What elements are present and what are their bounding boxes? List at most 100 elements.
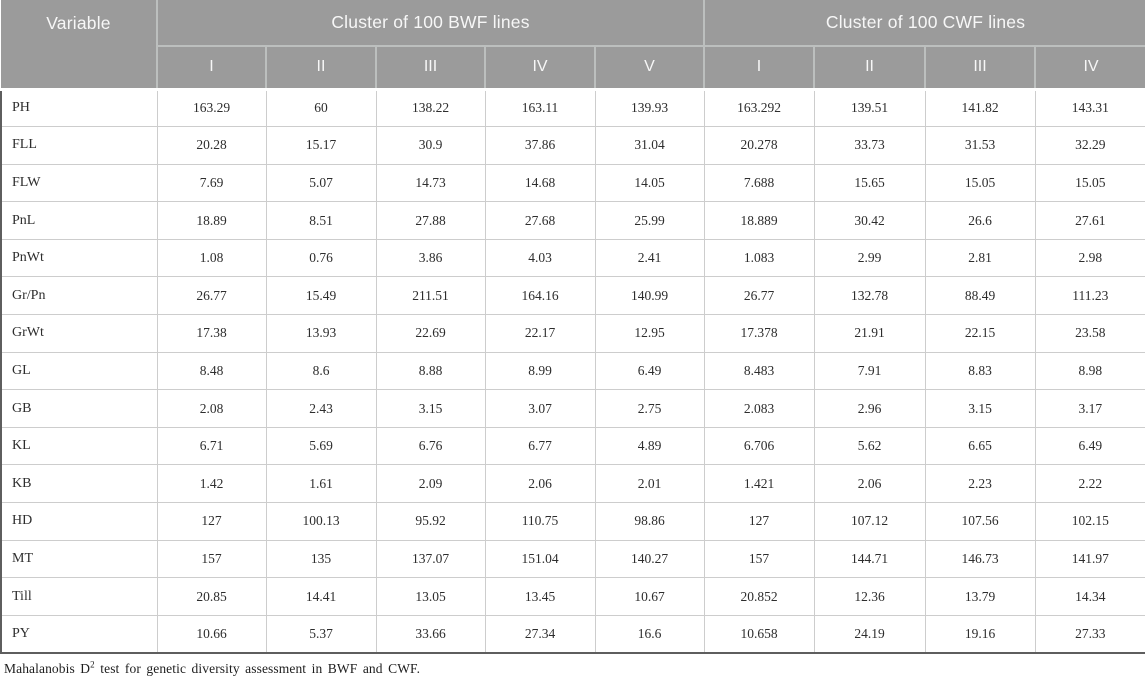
value-cell-bwf: 27.68 [484,201,596,240]
table-row: PnWt 1.08 0.76 3.86 4.03 2.41 1.083 2.99 2.81 2.9… [0,238,1145,278]
group-header-row: Variable Cluster of 100 BWF lines Cluste… [1,0,1145,91]
variable-header-cell: Variable [1,0,158,91]
table-row: FLW 7.69 5.07 14.73 14.68 14.05 7.688 15.65 15.0… [0,163,1145,203]
table-row: PY 10.66 5.37 33.66 27.34 16.6 10.658 24.19 19.1… [0,614,1145,654]
subcol-header-bwf-5: V [595,46,706,91]
value-cell-bwf: 33.66 [375,614,486,654]
value-cell-bwf: 1.08 [156,238,267,278]
value-cell-cwf: 33.73 [813,126,926,165]
value-cell-cwf: 141.97 [1034,539,1145,579]
subcol-header-cwf-4: IV [1035,46,1145,91]
value-cell-cwf: 26.77 [703,276,815,316]
value-cell-cwf: 27.33 [1034,614,1145,654]
value-cell-bwf: 8.6 [265,351,377,391]
value-cell-cwf: 27.61 [1034,201,1145,240]
value-cell-bwf: 135 [265,539,377,579]
value-cell-cwf: 7.688 [703,163,815,203]
value-cell-cwf: 139.51 [813,88,926,128]
value-cell-cwf: 26.6 [924,201,1036,240]
value-cell-bwf: 100.13 [265,502,377,541]
value-cell-cwf: 21.91 [813,314,926,353]
value-cell-bwf: 2.09 [375,464,486,504]
value-cell-bwf: 98.86 [594,502,705,541]
value-cell-bwf: 5.37 [265,614,377,654]
value-cell-bwf: 163.11 [484,88,596,128]
value-cell-bwf: 6.76 [375,426,486,466]
value-cell-bwf: 3.15 [375,389,486,428]
subcol-header-cwf-2: II [814,46,927,91]
value-cell-cwf: 132.78 [813,276,926,316]
value-cell-bwf: 139.93 [594,88,705,128]
value-cell-bwf: 22.17 [484,314,596,353]
value-cell-cwf: 32.29 [1034,126,1145,165]
value-cell-bwf: 3.07 [484,389,596,428]
value-cell-cwf: 8.98 [1034,351,1145,391]
subcol-header-bwf-4: IV [485,46,596,91]
value-cell-cwf: 24.19 [813,614,926,654]
table-header: Variable Cluster of 100 BWF lines Cluste… [1,0,1145,91]
value-cell-bwf: 10.66 [156,614,267,654]
value-cell-bwf: 140.99 [594,276,705,316]
variable-cell: Gr/Pn [0,276,158,316]
value-cell-bwf: 60 [265,88,377,128]
value-cell-bwf: 2.75 [594,389,705,428]
table-row: KB 1.42 1.61 2.09 2.06 2.01 1.421 2.06 2.23 2.22 [0,464,1145,504]
value-cell-bwf: 4.03 [484,238,596,278]
value-cell-cwf: 6.65 [924,426,1036,466]
value-cell-bwf: 18.89 [156,201,267,240]
subcol-header-bwf-1: I [157,46,267,91]
value-cell-cwf: 1.083 [703,238,815,278]
value-cell-cwf: 31.53 [924,126,1036,165]
table-row: Till 20.85 14.41 13.05 13.45 10.67 20.852 12.36… [0,577,1145,616]
variable-cell: Till [0,577,158,616]
subcol-header-cwf-1: I [704,46,816,91]
value-cell-bwf: 4.89 [594,426,705,466]
value-cell-cwf: 141.82 [924,88,1036,128]
caption-suffix: test for genetic diversity assessment in… [94,660,421,676]
value-cell-bwf: 20.28 [156,126,267,165]
group-header-bwf: Cluster of 100 BWF lines [157,0,706,47]
value-cell-bwf: 27.34 [484,614,596,654]
value-cell-bwf: 5.69 [265,426,377,466]
value-cell-cwf: 2.96 [813,389,926,428]
variable-cell: GrWt [0,314,158,353]
table-row: HD 127 100.13 95.92 110.75 98.86 127 107.12 107.… [0,502,1145,541]
value-cell-bwf: 7.69 [156,163,267,203]
value-cell-bwf: 8.88 [375,351,486,391]
value-cell-cwf: 107.56 [924,502,1036,541]
value-cell-bwf: 14.73 [375,163,486,203]
value-cell-cwf: 144.71 [813,539,926,579]
value-cell-bwf: 95.92 [375,502,486,541]
value-cell-cwf: 20.278 [703,126,815,165]
value-cell-bwf: 6.77 [484,426,596,466]
value-cell-cwf: 111.23 [1034,276,1145,316]
value-cell-cwf: 2.98 [1034,238,1145,278]
table-row: PnL 18.89 8.51 27.88 27.68 25.99 18.889 30.42 26… [0,201,1145,240]
value-cell-bwf: 0.76 [265,238,377,278]
variable-cell: HD [0,502,158,541]
value-cell-bwf: 6.49 [594,351,705,391]
subcol-header-bwf-2: II [266,46,377,91]
value-cell-cwf: 20.852 [703,577,815,616]
variable-cell: PY [0,614,158,654]
value-cell-bwf: 16.6 [594,614,705,654]
value-cell-bwf: 6.71 [156,426,267,466]
variable-cell: FLL [0,126,158,165]
diversity-table: Variable Cluster of 100 BWF lines Cluste… [0,0,1145,654]
value-cell-cwf: 15.05 [1034,163,1145,203]
value-cell-bwf: 127 [156,502,267,541]
value-cell-cwf: 10.658 [703,614,815,654]
value-cell-cwf: 3.17 [1034,389,1145,428]
value-cell-cwf: 2.81 [924,238,1036,278]
value-cell-bwf: 26.77 [156,276,267,316]
variable-cell: PnL [0,201,158,240]
value-cell-bwf: 13.93 [265,314,377,353]
variable-cell: PH [0,88,158,128]
value-cell-cwf: 22.15 [924,314,1036,353]
variable-cell: KL [0,426,158,466]
value-cell-cwf: 17.378 [703,314,815,353]
table-row: FLL 20.28 15.17 30.9 37.86 31.04 20.278 33.73 31… [0,126,1145,165]
table-row: GB 2.08 2.43 3.15 3.07 2.75 2.083 2.96 3.15 3.17 [0,389,1145,428]
value-cell-cwf: 6.706 [703,426,815,466]
